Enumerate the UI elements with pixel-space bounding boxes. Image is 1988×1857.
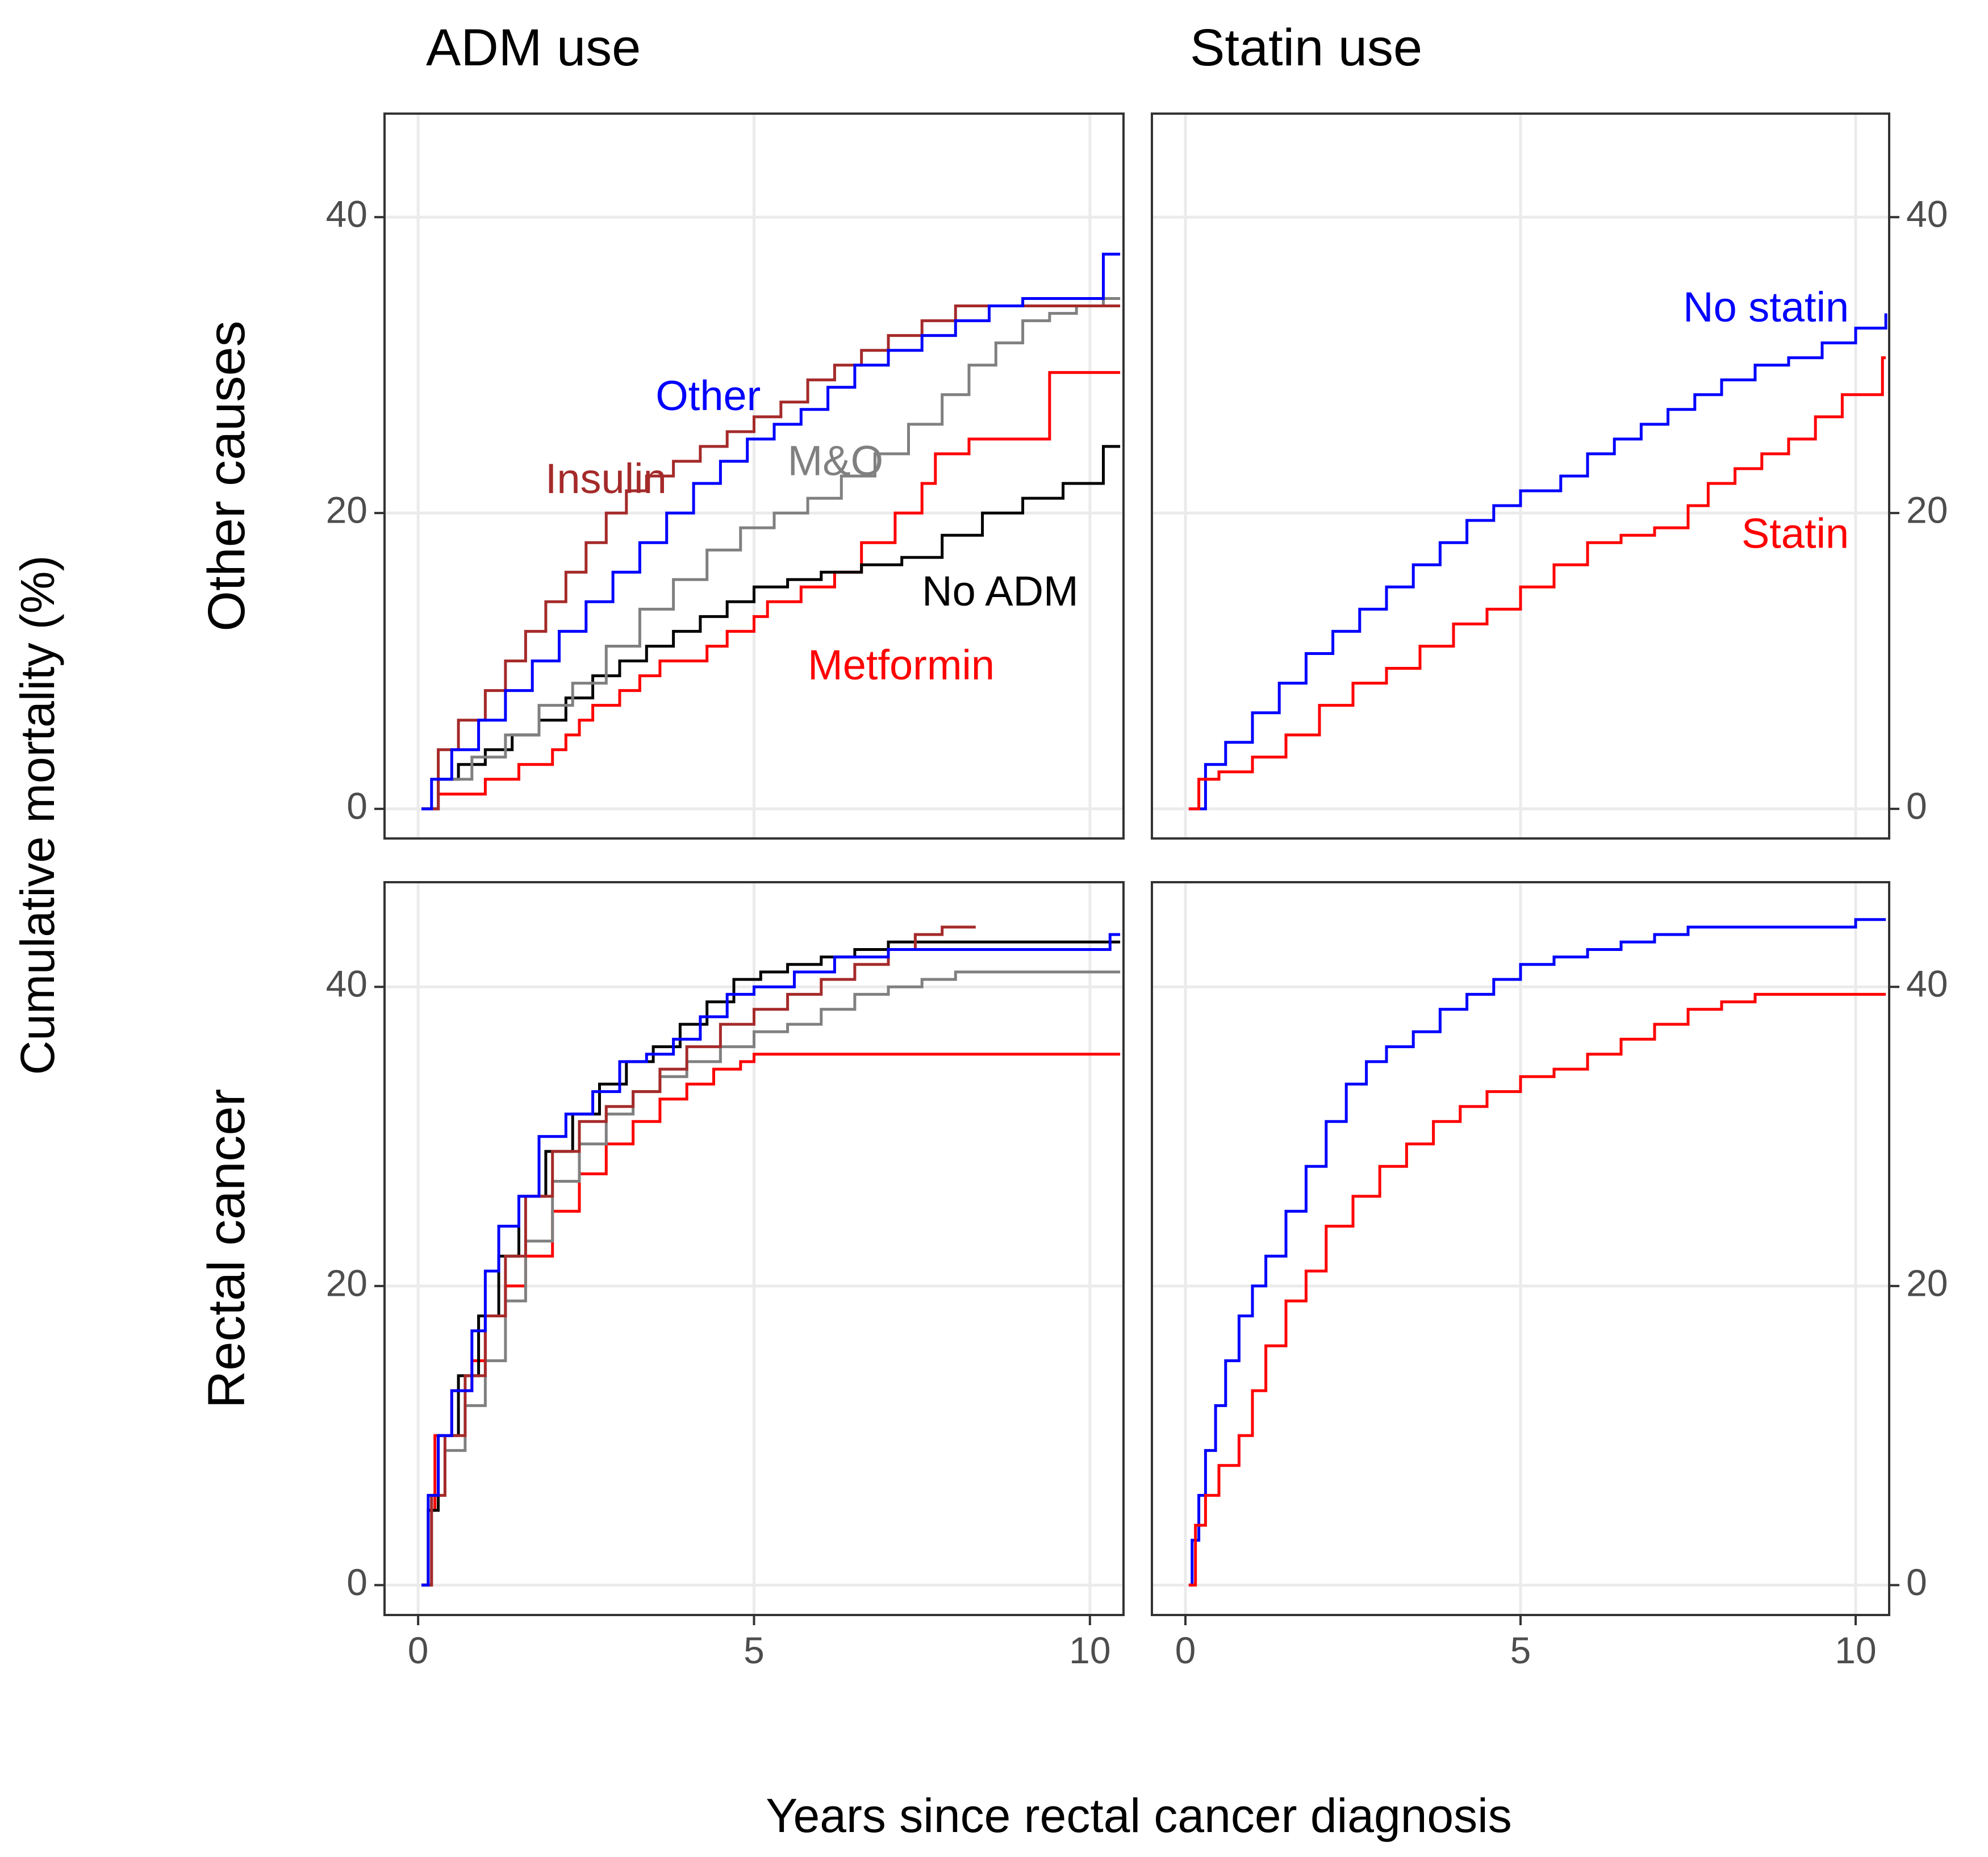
- strip-title-adm-use: ADM use: [426, 19, 641, 77]
- figure-x-axis-label: Years since rectal cancer diagnosis: [766, 1789, 1512, 1842]
- panel-statin-use-rectal-cancer: [1151, 881, 1890, 1616]
- y-tick-label-left: 20: [326, 489, 367, 531]
- x-tick-label: 0: [1175, 1629, 1196, 1671]
- panel-statin-use-other-causes-series: [1188, 313, 1887, 811]
- y-tick-label-left: 40: [326, 963, 367, 1005]
- x-tick-label: 5: [744, 1629, 765, 1671]
- strip-title-rectal-cancer: Rectal cancer: [198, 1089, 256, 1408]
- series-label-no-statin: No statin: [1683, 283, 1849, 331]
- y-tick-label-right: 0: [1906, 784, 1927, 827]
- series-line-metformin: [421, 371, 1121, 811]
- panel-adm-use-other-causes-series: [421, 252, 1121, 811]
- y-tick-label-right: 20: [1906, 1262, 1948, 1304]
- series-label-no-adm: No ADM: [922, 567, 1079, 615]
- series-label-metformin: Metformin: [808, 641, 995, 688]
- figure-y-axis-label: Cumulative mortality (%): [11, 556, 64, 1075]
- y-tick-label-left: 40: [326, 193, 367, 235]
- y-tick-label-left: 20: [326, 1262, 367, 1304]
- series-line-statin: [1188, 992, 1886, 1587]
- panel-statin-use-other-causes-frame: [1151, 112, 1890, 840]
- series-line-no-adm: [421, 445, 1121, 811]
- x-tick-label: 5: [1510, 1629, 1531, 1671]
- y-tick-label-right: 0: [1906, 1561, 1927, 1603]
- panel-adm-use-rectal-cancer-series: [421, 925, 1121, 1587]
- y-tick-label-left: 0: [346, 1561, 367, 1603]
- y-tick-label-right: 40: [1906, 193, 1948, 235]
- strip-title-other-causes: Other causes: [198, 320, 256, 631]
- x-tick-label: 0: [408, 1629, 429, 1671]
- axes-layer: ADM use Statin use Other causes Rectal canc…: [198, 19, 1948, 1671]
- y-tick-label-right: 40: [1906, 963, 1948, 1005]
- series-line-no-statin: [1188, 918, 1886, 1587]
- series-label-mando: M&O: [788, 437, 884, 485]
- y-tick-label-right: 20: [1906, 489, 1948, 531]
- series-line-other: [421, 933, 1121, 1587]
- series-line-mando: [421, 297, 1121, 811]
- strip-title-statin-use: Statin use: [1190, 19, 1422, 77]
- series-label-other: Other: [655, 372, 761, 419]
- x-tick-label: 10: [1835, 1629, 1876, 1671]
- y-tick-label-left: 0: [346, 784, 367, 827]
- series-line-insulin: [421, 304, 1121, 811]
- panel-statin-use-rectal-cancer-series: [1188, 918, 1886, 1587]
- panel-adm-use-rectal-cancer: [383, 881, 1125, 1616]
- series-line-no-statin: [1188, 313, 1887, 811]
- panel-statin-use-other-causes: No statin Statin: [1151, 112, 1890, 840]
- series-line-other: [421, 252, 1121, 811]
- x-tick-label: 10: [1069, 1629, 1110, 1671]
- series-line-insulin: [421, 925, 976, 1587]
- panel-adm-use-other-causes: Other Insulin M&O No ADM Metformin: [383, 112, 1125, 840]
- panels-layer: Other Insulin M&O No ADM Metformin No statin S…: [383, 112, 1890, 1616]
- panel-adm-use-other-causes-frame: [383, 112, 1125, 840]
- series-label-statin: Statin: [1741, 510, 1849, 557]
- series-line-statin: [1188, 356, 1886, 811]
- series-label-insulin: Insulin: [545, 455, 667, 502]
